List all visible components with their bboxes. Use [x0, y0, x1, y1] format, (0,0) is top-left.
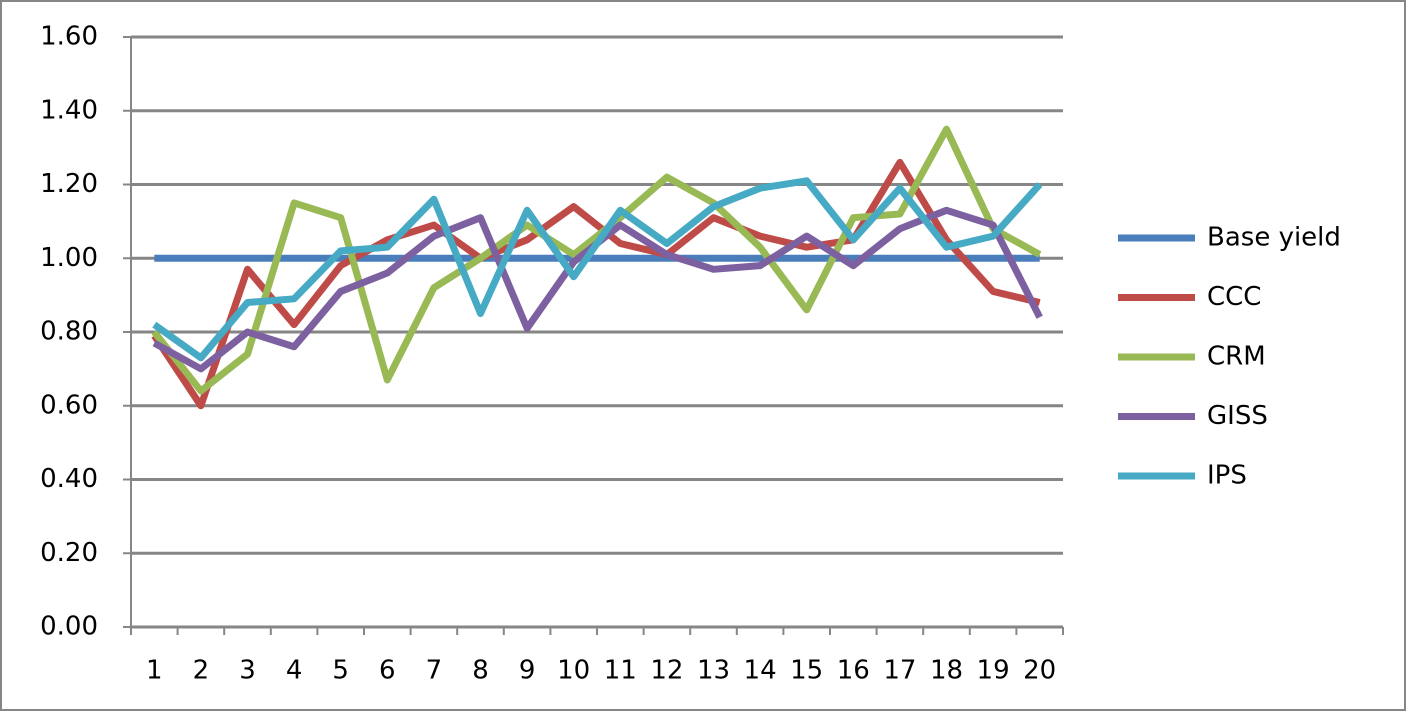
- series-line: [151, 158, 1041, 410]
- y-tick-label: 0.80: [40, 317, 98, 347]
- legend-label: Base yield: [1207, 223, 1341, 253]
- y-tick-label: 1.20: [40, 169, 98, 199]
- series-line: [152, 177, 1043, 362]
- x-tick-label: 7: [426, 656, 443, 686]
- x-tick-label: 5: [332, 656, 349, 686]
- x-tick-label: 16: [837, 656, 870, 686]
- x-tick-label: 14: [744, 656, 777, 686]
- y-tick-label: 0.60: [40, 390, 98, 420]
- y-tick-label: 0.40: [40, 464, 98, 494]
- x-tick-label: 3: [239, 656, 256, 686]
- x-tick-label: 2: [193, 656, 210, 686]
- x-tick-label: 15: [790, 656, 823, 686]
- x-tick-label: 1: [146, 656, 163, 686]
- x-tick-label: 13: [697, 656, 730, 686]
- y-tick-label: 0.00: [40, 612, 98, 642]
- x-tick-label: 9: [519, 656, 536, 686]
- x-tick-label: 10: [557, 656, 590, 686]
- x-tick-label: 8: [472, 656, 489, 686]
- x-tick-label: 11: [604, 656, 637, 686]
- y-tick-label: 1.00: [40, 243, 98, 273]
- legend-label: CRM: [1207, 342, 1266, 372]
- x-tick-label: 17: [883, 656, 916, 686]
- x-tick-label: 4: [286, 656, 303, 686]
- x-tick-label: 19: [977, 656, 1010, 686]
- legend-label: CCC: [1207, 282, 1261, 312]
- legend-label: IPS: [1207, 461, 1247, 491]
- x-tick-label: 18: [930, 656, 963, 686]
- series-line: [151, 125, 1042, 395]
- x-tick-label: 12: [650, 656, 683, 686]
- y-tick-label: 1.40: [40, 95, 98, 125]
- y-tick-label: 1.60: [40, 22, 98, 52]
- y-tick-label: 0.20: [40, 538, 98, 568]
- legend-label: GISS: [1207, 401, 1268, 431]
- x-tick-label: 20: [1023, 656, 1056, 686]
- x-tick-label: 6: [379, 656, 396, 686]
